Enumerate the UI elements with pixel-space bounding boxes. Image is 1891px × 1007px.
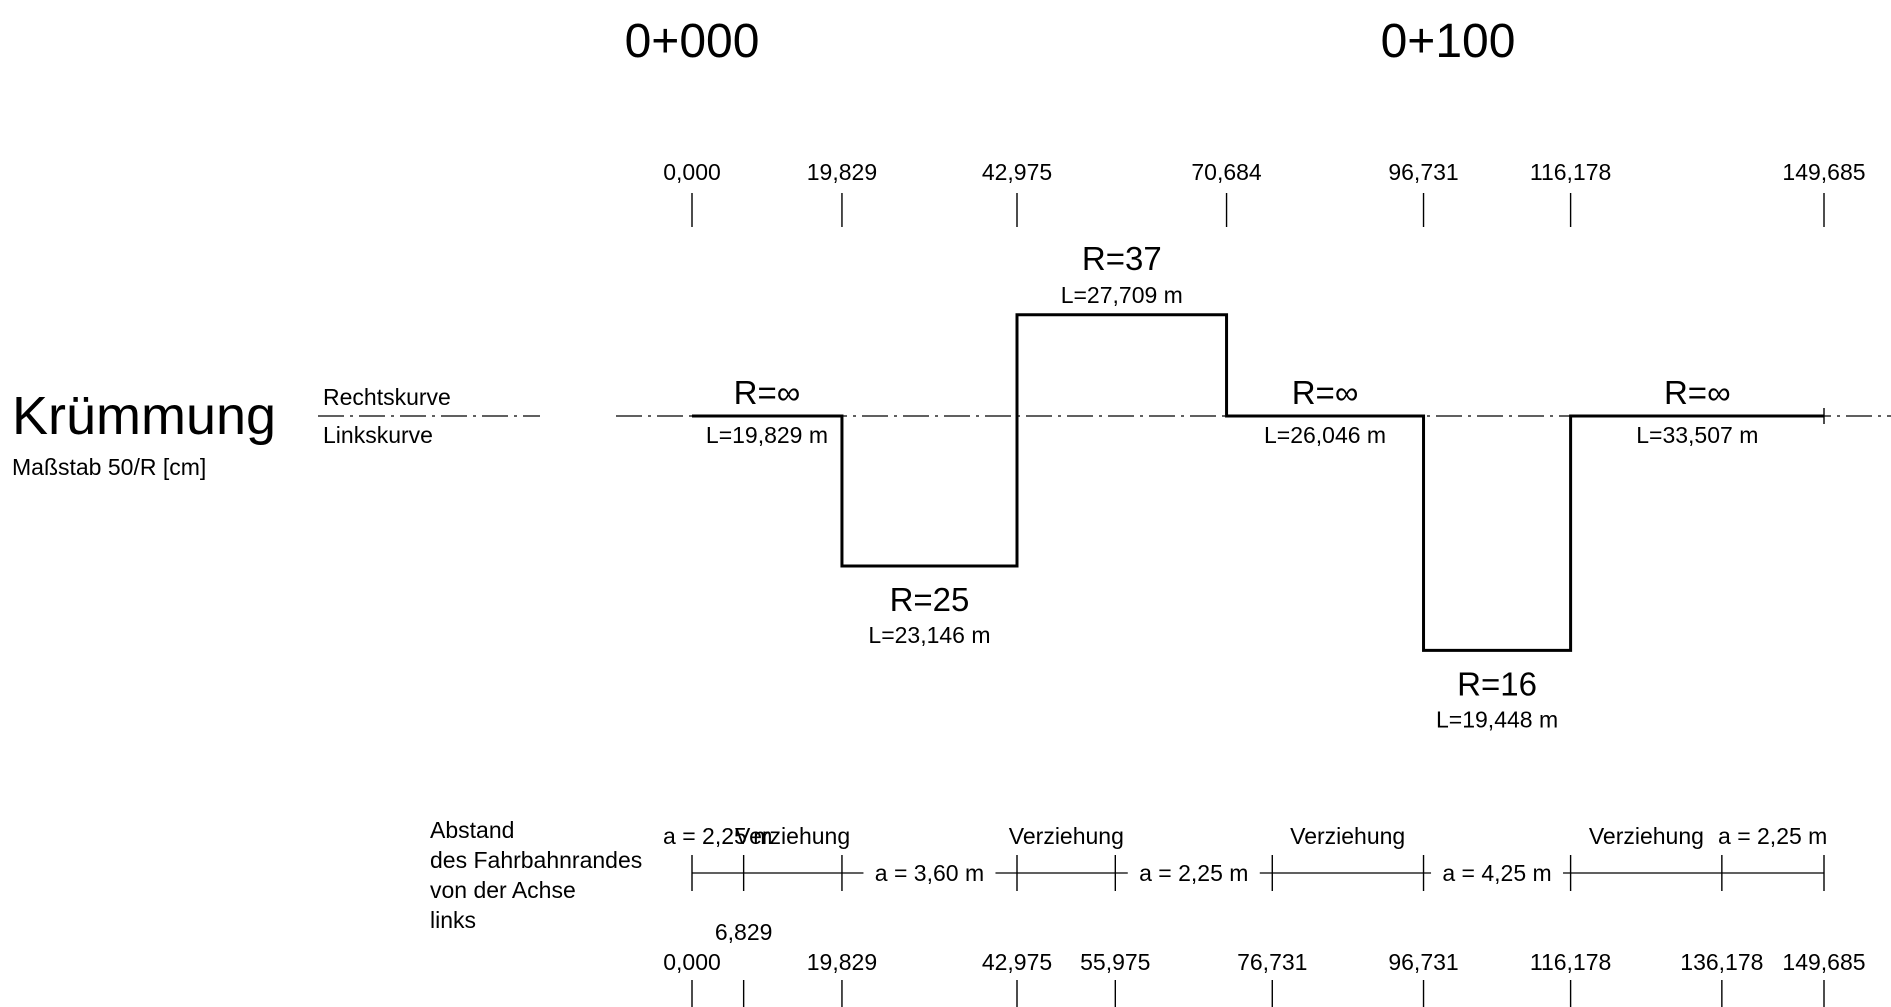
scale-label: Maßstab 50/R [cm] [12,454,206,480]
radius-label: R=∞ [1664,374,1731,411]
radius-label: R=25 [890,581,970,618]
left-curve-label: Linkskurve [323,422,433,448]
top-station-label: 149,685 [1782,159,1865,185]
bottom-station-label: 76,731 [1237,949,1307,975]
curvature-diagram [692,313,1825,652]
bottom-station-label: 55,975 [1080,949,1150,975]
bottom-station-label: 116,178 [1530,949,1611,975]
top-station-label: 0,000 [663,159,721,185]
top-station-label: 42,975 [982,159,1052,185]
right-curve-label: Rechtskurve [323,384,451,410]
length-label: L=33,507 m [1636,422,1758,448]
top-station-label: 19,829 [807,159,877,185]
length-label: L=19,829 m [706,422,828,448]
edge-distance-label-4: links [430,907,476,933]
band-title: Krümmung [12,386,276,446]
edge-label-bg [863,859,996,887]
top-station-label: 70,684 [1191,159,1262,185]
top-station-label: 96,731 [1388,159,1458,185]
length-label: L=27,709 m [1061,282,1183,308]
bottom-station-label: 96,731 [1388,949,1458,975]
edge-distance-value: a = 2,25 m [663,823,772,849]
bottom-station-label: 0,000 [663,949,721,975]
curvature-line [692,313,1824,652]
length-label: L=19,448 m [1436,706,1558,732]
bottom-station-label: 42,975 [982,949,1052,975]
bottom-station-row: 0,000 6,829 19,829 42,975 55,975 76,731 96,731… [663,919,1866,1007]
bottom-station-label: 6,829 [715,919,773,945]
edge-distance-value: a = 2,25 m [1718,823,1827,849]
edge-distance-value: Verziehung [735,823,850,849]
edge-label-bg [1127,859,1260,887]
edge-distance-value: a = 4,25 m [1442,860,1551,886]
edge-distance-label-3: von der Achse [430,877,576,903]
edge-distance-value: a = 3,60 m [875,860,984,886]
edge-distance-value: Verziehung [1589,823,1704,849]
edge-distance-label-2: des Fahrbahnrandes [430,847,642,873]
radius-label: R=∞ [1292,374,1359,411]
edge-distance-value: a = 2,25 m [1139,860,1248,886]
length-label: L=26,046 m [1264,422,1386,448]
station-header-0: 0+000 [625,15,760,68]
edge-distance-value: Verziehung [1290,823,1405,849]
edge-label-bg [1431,859,1564,887]
edge-distance-label-1: Abstand [430,817,514,843]
radius-label: R=∞ [734,374,801,411]
edge-distance-value: Verziehung [1009,823,1124,849]
top-station-row: 0,000 19,829 42,975 70,684 96,731 116,178 149,… [663,159,1866,227]
station-header-1: 0+100 [1381,15,1516,68]
top-station-label: 116,178 [1530,159,1611,185]
radius-label: R=16 [1457,665,1537,702]
curvature-labels: R=∞ L=19,829 m R=25 L=23,146 m R=37 L=27,709 … [706,240,1758,733]
radius-label: R=37 [1082,240,1162,277]
bottom-station-label: 136,178 [1680,949,1763,975]
length-label: L=23,146 m [868,622,990,648]
bottom-station-label: 149,685 [1782,949,1865,975]
bottom-station-label: 19,829 [807,949,877,975]
